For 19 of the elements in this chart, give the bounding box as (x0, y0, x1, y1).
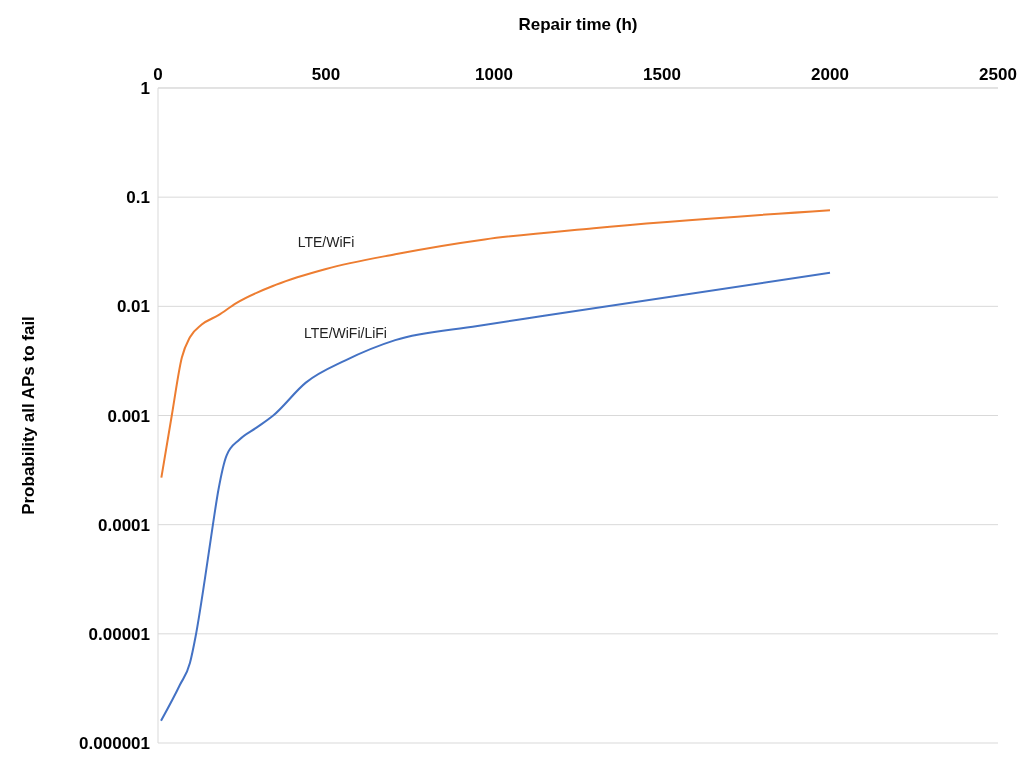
x-tick-label: 500 (311, 65, 341, 84)
x-tick-label: 2500 (979, 65, 1017, 84)
line-series (160, 271, 831, 722)
y-tick-label: 0.1 (126, 188, 150, 208)
series-label: LTE/WiFi (297, 233, 355, 250)
x-tick-label: 1000 (475, 65, 513, 84)
x-tick-label: 1500 (643, 65, 681, 84)
y-tick-label: 0.0001 (98, 515, 150, 535)
x-axis-title: Repair time (h) (518, 15, 638, 35)
line-series (160, 209, 831, 479)
y-tick-label: 0.01 (116, 297, 150, 317)
series-label: LTE/WiFi/LiFi (304, 325, 387, 342)
y-tick-label: 1 (140, 79, 150, 99)
y-tick-label: 0.001 (107, 406, 150, 426)
x-tick-label: 2000 (811, 65, 849, 84)
y-tick-label: 0.000001 (79, 734, 150, 754)
y-tick-label: 0.00001 (88, 624, 150, 644)
x-tick-label: 0 (153, 65, 163, 84)
y-axis-title: Probability all APs to fail (19, 316, 39, 515)
